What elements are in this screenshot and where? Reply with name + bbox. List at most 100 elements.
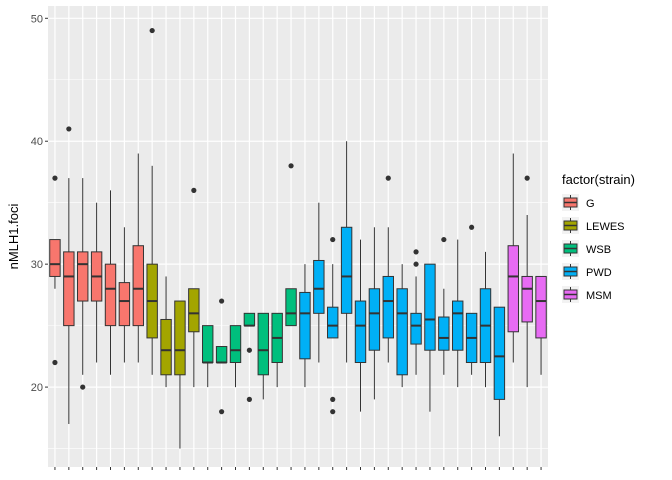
legend-title: factor(strain)	[562, 172, 635, 187]
box-PWD-22	[340, 141, 353, 363]
box-PWD-24	[368, 227, 381, 400]
y-tick-label: 50	[31, 13, 43, 25]
box-body	[285, 288, 297, 327]
legend-label: MSM	[586, 290, 612, 302]
box-body	[202, 325, 214, 364]
outlier-point	[219, 298, 225, 304]
box-body	[160, 318, 172, 376]
outlier-point	[524, 175, 530, 181]
outlier-point	[413, 261, 419, 267]
outlier-point	[385, 175, 391, 181]
box-G-1	[49, 175, 61, 366]
box-body	[299, 291, 311, 360]
box-body	[396, 288, 408, 376]
box-body	[368, 288, 381, 351]
box-LEWES-8	[146, 27, 158, 375]
outlier-point	[330, 236, 336, 243]
box-body	[63, 251, 75, 327]
box-body	[354, 300, 367, 364]
box-body	[340, 226, 353, 314]
outlier-point	[191, 187, 197, 193]
legend-item-msm: MSM	[562, 286, 612, 303]
legend-item-pwd: PWD	[562, 263, 612, 280]
box-MSM-35	[521, 175, 533, 388]
box-body	[313, 259, 325, 314]
box-G-4	[90, 202, 103, 363]
box-body	[174, 300, 186, 376]
box-G-2	[63, 126, 75, 424]
box-body	[535, 275, 547, 339]
legend-label: WSB	[586, 244, 611, 256]
outlier-point	[246, 347, 252, 353]
box-MSM-34	[507, 153, 519, 363]
box-body	[521, 275, 533, 323]
box-WSB-15	[243, 312, 256, 402]
box-body	[493, 306, 506, 400]
box-body	[243, 312, 256, 327]
box-WSB-12	[202, 325, 214, 388]
outlier-point	[66, 126, 72, 132]
box-PWD-26	[396, 264, 408, 388]
box-body	[229, 325, 242, 364]
box-LEWES-10	[174, 300, 186, 449]
box-PWD-19	[299, 264, 311, 388]
box-WSB-16	[257, 312, 269, 400]
legend-item-wsb: WSB	[562, 240, 611, 257]
outlier-point	[330, 396, 336, 402]
outlier-point	[413, 249, 419, 255]
y-axis-title: nMLH1.foci	[6, 204, 21, 270]
outlier-point	[288, 163, 294, 169]
outlier-point	[246, 396, 252, 402]
box-WSB-13	[215, 298, 228, 415]
box-LEWES-9	[160, 276, 172, 388]
box-G-3	[77, 178, 89, 390]
box-LEWES-11	[188, 187, 200, 388]
legend-label: LEWES	[586, 221, 625, 233]
legend-label: PWD	[586, 267, 612, 279]
legend-item-lewes: LEWES	[562, 217, 625, 234]
outlier-point	[80, 384, 86, 390]
outlier-point	[52, 175, 58, 181]
y-tick-label: 20	[31, 382, 43, 394]
outlier-point	[219, 409, 225, 415]
box-PWD-32	[479, 251, 492, 388]
box-PWD-30	[452, 239, 464, 388]
box-PWD-29	[438, 236, 450, 375]
box-body	[118, 282, 131, 327]
box-body	[438, 316, 450, 351]
legend-item-g: G	[562, 194, 595, 211]
box-PWD-28	[424, 263, 436, 412]
y-tick-label: 30	[31, 259, 43, 271]
box-PWD-27	[410, 249, 422, 375]
box-body	[215, 346, 228, 364]
box-body	[382, 275, 394, 339]
panel-background	[48, 6, 548, 467]
box-body	[104, 263, 117, 327]
box-WSB-14	[229, 325, 242, 388]
box-body	[49, 239, 61, 277]
box-body	[257, 312, 269, 376]
box-body	[507, 245, 519, 333]
box-WSB-17	[271, 312, 283, 388]
box-G-6	[118, 227, 131, 363]
box-WSB-18	[285, 163, 297, 327]
box-PWD-20	[313, 202, 325, 363]
outlier-point	[52, 359, 58, 366]
box-PWD-31	[465, 224, 478, 375]
outlier-point	[469, 224, 475, 230]
y-tick-label: 40	[31, 136, 43, 148]
box-body	[77, 251, 89, 302]
y-axis: 20 30 40 50	[31, 13, 48, 394]
box-PWD-21	[327, 236, 339, 415]
box-PWD-33	[493, 306, 506, 437]
outlier-point	[441, 236, 447, 243]
box-G-5	[104, 190, 117, 375]
outlier-point	[330, 409, 336, 415]
legend: factor(strain) G LEWES WSB PWD MSM	[562, 172, 635, 303]
outlier-point	[149, 27, 155, 34]
box-body	[424, 263, 436, 351]
box-PWD-23	[354, 239, 367, 412]
box-PWD-25	[382, 175, 394, 363]
box-body	[410, 312, 422, 345]
box-body	[188, 288, 200, 333]
